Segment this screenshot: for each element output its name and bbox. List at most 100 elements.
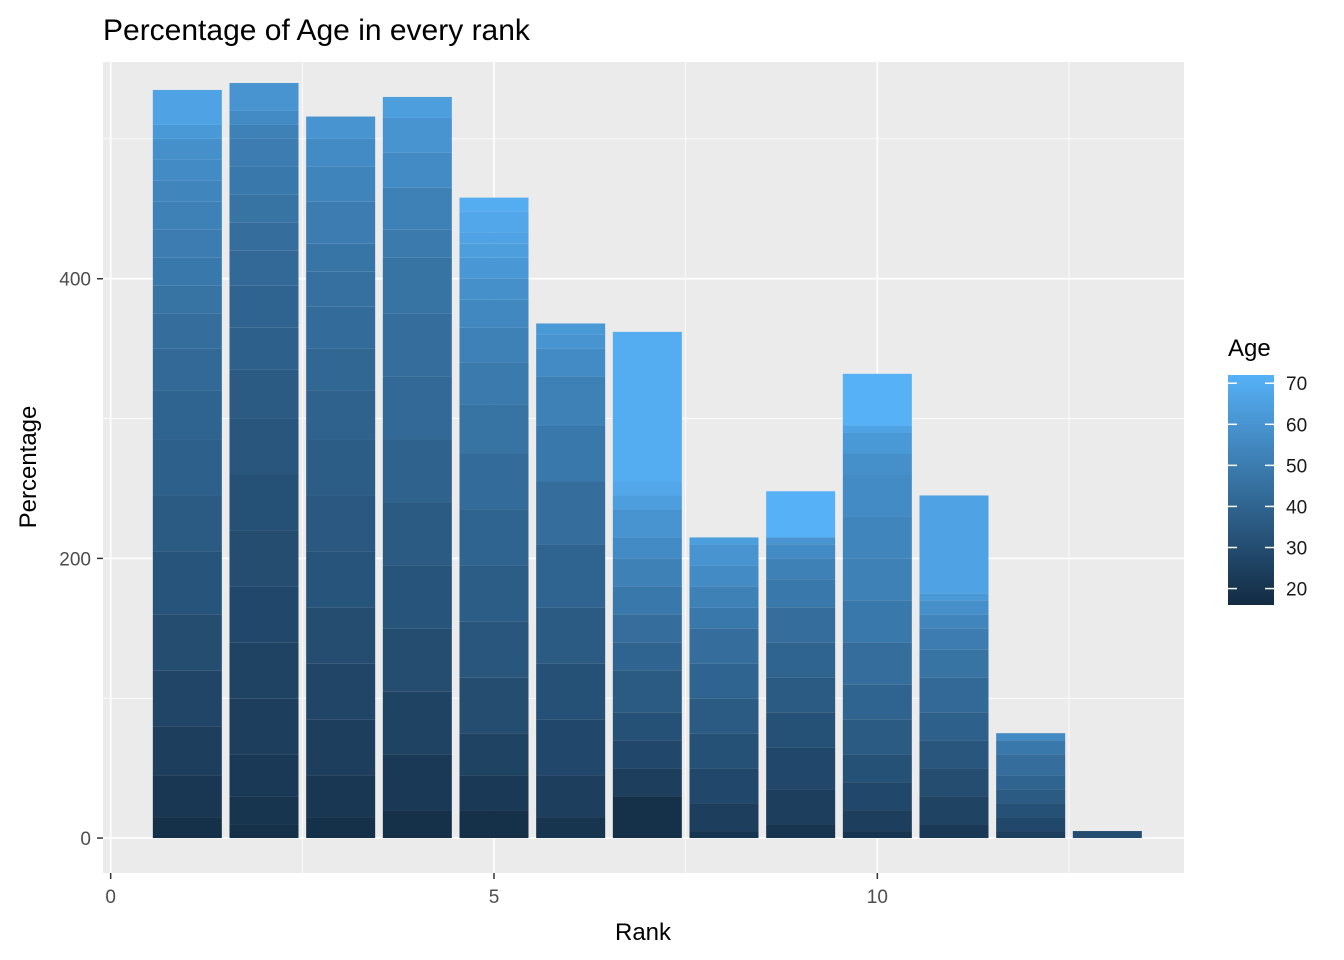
x-axis: 0 5 10: [105, 873, 888, 908]
bar-segment: [842, 373, 912, 426]
bar-segment: [842, 474, 912, 517]
bar-segment: [306, 439, 376, 496]
legend-tick-label: 60: [1286, 415, 1307, 436]
bar-segment: [689, 586, 759, 608]
bar-segment: [229, 285, 299, 328]
bar-segment: [459, 775, 529, 811]
bar-segment: [459, 677, 529, 734]
bar-segment: [996, 754, 1066, 776]
bar-segment: [306, 775, 376, 818]
bar-segment: [306, 719, 376, 776]
bar-segment: [152, 775, 222, 818]
bar-segment: [459, 197, 529, 212]
bar-segment: [382, 565, 452, 629]
y-axis-title: Percentage: [15, 406, 42, 529]
bar-rank-10: [842, 373, 912, 839]
bar-segment: [612, 712, 682, 741]
bar-segment: [152, 124, 222, 139]
bar-segment: [766, 491, 836, 538]
bar-rank-4: [382, 96, 452, 839]
bar-segment: [689, 698, 759, 734]
bar-segment: [689, 628, 759, 664]
bar-segment: [919, 649, 989, 678]
bar-segment: [229, 369, 299, 419]
bar-segment: [842, 831, 912, 839]
bar-segment: [152, 551, 222, 615]
bar-segment: [229, 824, 299, 839]
bar-segment: [689, 607, 759, 629]
bar-rank-5: [459, 197, 529, 839]
bar-segment: [996, 740, 1066, 755]
bar-segment: [919, 712, 989, 741]
bar-segment: [229, 530, 299, 587]
bar-segment: [459, 453, 529, 510]
bar-segment: [382, 117, 452, 153]
bar-rank-6: [536, 323, 606, 839]
legend-colorbar: [1228, 375, 1274, 605]
bar-segment: [612, 495, 682, 510]
legend-tick-label: 20: [1286, 580, 1307, 601]
bar-segment: [689, 768, 759, 804]
y-axis: 0 200 400: [59, 270, 103, 850]
bar-segment: [459, 211, 529, 233]
bar-rank-9: [766, 491, 836, 839]
bar-segment: [306, 116, 376, 139]
bar-rank-2: [229, 82, 299, 839]
x-tick-label: 10: [867, 887, 888, 908]
bar-rank-11: [919, 495, 989, 839]
bar-rank-8: [689, 537, 759, 839]
bar-segment: [689, 831, 759, 839]
bar-segment: [842, 432, 912, 454]
bar-segment: [306, 306, 376, 349]
bar-segment: [152, 201, 222, 230]
bar-segment: [842, 719, 912, 755]
bar-segment: [152, 313, 222, 349]
bar-segment: [612, 670, 682, 713]
bar-segment: [612, 796, 682, 839]
bar-segment: [382, 628, 452, 692]
bar-segment: [612, 537, 682, 559]
bar-segment: [306, 551, 376, 608]
bar-segment: [536, 663, 606, 720]
bar-segment: [229, 138, 299, 167]
bar-segment: [536, 323, 606, 335]
bar-segment: [689, 544, 759, 566]
bar-segment: [306, 607, 376, 664]
bar-segment: [382, 810, 452, 839]
bar-segment: [229, 82, 299, 111]
bar-segment: [689, 803, 759, 832]
bar-segment: [382, 502, 452, 566]
bar-segment: [766, 712, 836, 748]
bar-segment: [229, 327, 299, 370]
bar-segment: [842, 782, 912, 811]
bar-segment: [536, 775, 606, 818]
bar-segment: [152, 614, 222, 671]
x-tick-label: 5: [489, 887, 500, 908]
bar-segment: [919, 628, 989, 650]
bar-segment: [229, 250, 299, 286]
bar-segment: [459, 278, 529, 300]
bar-segment: [306, 243, 376, 272]
bar-segment: [612, 331, 682, 482]
bar-segment: [382, 313, 452, 377]
bar-segment: [996, 775, 1066, 790]
bar-segment: [459, 621, 529, 678]
bar-segment: [842, 516, 912, 559]
bar-segment: [459, 362, 529, 405]
bar-segment: [1072, 831, 1142, 839]
bar-segment: [229, 796, 299, 825]
bar-rank-1: [152, 89, 222, 839]
legend-tick-label: 40: [1286, 497, 1307, 518]
bar-segment: [996, 733, 1066, 741]
bar-segment: [689, 565, 759, 587]
bar-segment: [996, 789, 1066, 804]
bar-rank-13: [1072, 831, 1142, 839]
bar-segment: [842, 642, 912, 685]
bar-segment: [229, 222, 299, 251]
bar-segment: [382, 376, 452, 440]
bar-segment: [152, 257, 222, 286]
bar-segment: [152, 180, 222, 202]
bar-segment: [152, 229, 222, 258]
bar-segment: [152, 670, 222, 727]
bar-segment: [382, 152, 452, 188]
